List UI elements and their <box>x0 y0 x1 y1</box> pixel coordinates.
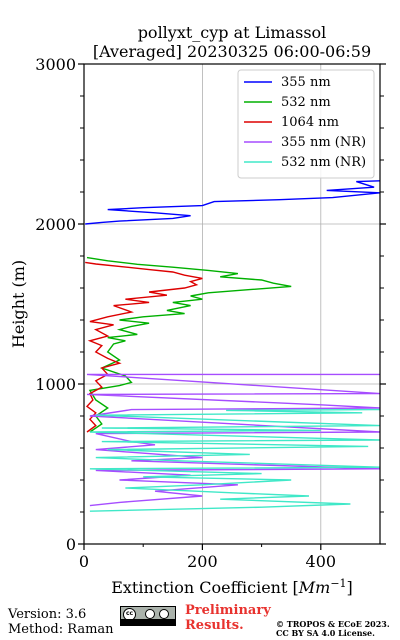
chart-title: pollyxt_cyp at Limassol <box>138 23 327 42</box>
series-line-1 <box>85 180 380 225</box>
preliminary-line-2: Results. <box>185 618 244 633</box>
y-tick-label: 3000 <box>35 55 76 74</box>
extinction-profile-chart: pollyxt_cyp at Limassol [Averaged] 20230… <box>9 23 386 597</box>
x-tick-label: 0 <box>79 552 89 571</box>
x-axis-label: Extinction Coefficient [Mm−1] <box>111 577 353 597</box>
copyright-note: © TROPOS & ECoE 2023. CC BY SA 4.0 Licen… <box>276 620 390 638</box>
method-text: Method: Raman <box>8 622 114 637</box>
legend-entry-label: 355 nm <box>281 75 331 90</box>
legend-entry-label: 532 nm (NR) <box>281 155 366 170</box>
y-tick-label: 1000 <box>35 375 76 394</box>
series-line-2 <box>86 256 292 433</box>
y-tick-label: 2000 <box>35 215 76 234</box>
legend-entry-label: 1064 nm <box>281 115 339 130</box>
version-text: Version: 3.6 <box>8 607 87 622</box>
cc-by-sa-icon: cc <box>120 606 176 626</box>
series-line-3 <box>85 261 203 433</box>
legend-box <box>237 69 375 179</box>
y-axis-label: Height (m) <box>9 260 28 348</box>
legend-entry-label: 355 nm (NR) <box>281 135 366 150</box>
series-line-5 <box>89 408 380 512</box>
y-tick-label: 0 <box>66 535 76 554</box>
sa-icon <box>159 609 169 619</box>
plot-frame <box>83 63 381 545</box>
x-tick-label: 400 <box>306 552 337 571</box>
x-tick-label: 200 <box>187 552 218 571</box>
tick-layer: 0 200 400 0 1000 2000 3000 <box>35 55 386 571</box>
preliminary-results-note: Preliminary Results. <box>185 603 271 633</box>
copyright-line-2: CC BY SA 4.0 License. <box>276 628 375 638</box>
copyright-line-1: © TROPOS & ECoE 2023. <box>276 619 390 629</box>
series-layer <box>85 180 380 512</box>
legend: 355 nm 532 nm 1064 nm 355 nm (NR) 532 nm (NR… <box>237 69 375 179</box>
chart-subtitle: [Averaged] 20230325 06:00-06:59 <box>93 42 371 61</box>
series-line-4 <box>86 373 380 507</box>
preliminary-line-1: Preliminary <box>185 603 271 618</box>
legend-entry-label: 532 nm <box>281 95 331 110</box>
by-icon <box>145 609 155 619</box>
